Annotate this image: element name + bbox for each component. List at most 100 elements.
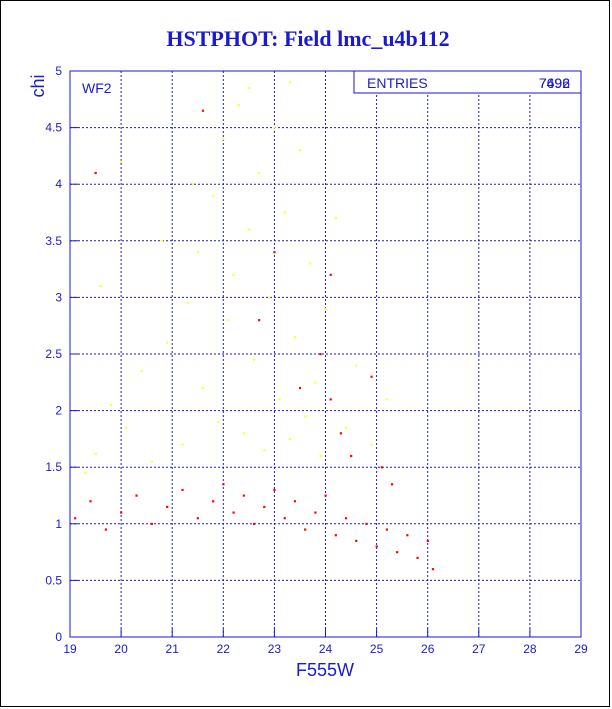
data-point-series-1 <box>217 420 220 424</box>
data-point-series-2 <box>232 511 235 514</box>
stats-box: ENTRIES 7492 7696 <box>353 70 582 94</box>
stats-entries-label: ENTRIES <box>367 75 428 91</box>
data-point-series-1 <box>304 415 307 418</box>
data-point-series-1 <box>232 273 235 276</box>
data-point-series-2 <box>258 319 261 322</box>
y-axis-label: chi <box>28 74 48 97</box>
data-point-series-2 <box>416 556 419 559</box>
data-point-series-1 <box>84 471 87 475</box>
data-point-series-1 <box>94 452 97 455</box>
data-point-series-2 <box>273 251 276 254</box>
x-tick-label: 28 <box>523 642 537 656</box>
data-point-series-2 <box>426 539 429 542</box>
data-point-series-2 <box>293 500 297 503</box>
data-point-series-2 <box>375 545 378 548</box>
data-point-series-2 <box>181 488 184 492</box>
data-point-series-2 <box>104 528 107 531</box>
data-point-series-2 <box>350 454 353 458</box>
data-point-series-2 <box>390 483 394 486</box>
data-point-series-1 <box>125 426 128 429</box>
panel-label: WF2 <box>82 80 112 96</box>
data-point-series-2 <box>283 517 286 520</box>
data-point-series-1 <box>212 194 215 197</box>
y-tick-label: 1 <box>55 517 62 531</box>
data-point-series-1 <box>334 217 337 220</box>
data-point-series-2 <box>324 494 327 497</box>
data-point-series-1 <box>268 296 271 299</box>
data-point-series-2 <box>380 466 383 469</box>
data-point-series-1 <box>186 302 189 305</box>
data-point-series-1 <box>160 239 164 242</box>
data-point-series-1 <box>370 443 373 446</box>
y-tick-label: 5 <box>55 64 62 78</box>
data-point-series-1 <box>355 364 358 367</box>
data-point-series-2 <box>344 517 348 520</box>
data-point-series-1 <box>222 137 225 141</box>
data-point-series-1 <box>227 319 230 322</box>
data-point-series-1 <box>109 403 113 407</box>
x-tick-label: 26 <box>421 642 435 656</box>
data-point-series-1 <box>273 126 276 129</box>
data-point-series-1 <box>166 341 169 344</box>
data-point-series-2 <box>201 109 205 112</box>
data-point-series-1 <box>140 369 143 373</box>
data-point-series-1 <box>344 426 348 429</box>
data-point-series-1 <box>150 460 153 463</box>
stats-box-border <box>353 70 582 94</box>
y-tick-label: 2.5 <box>45 347 62 361</box>
data-point-series-2 <box>298 386 302 390</box>
data-point-series-1 <box>324 307 327 310</box>
data-point-series-1 <box>278 398 281 401</box>
data-point-series-1 <box>283 211 286 214</box>
data-point-series-1 <box>237 103 240 107</box>
x-tick-label: 24 <box>319 642 333 656</box>
data-point-series-1 <box>247 86 251 90</box>
data-point-series-1 <box>319 454 322 458</box>
data-point-series-2 <box>120 511 123 514</box>
y-tick-label: 0.5 <box>45 573 62 587</box>
data-point-series-2 <box>314 511 317 514</box>
data-point-series-2 <box>365 522 368 525</box>
data-point-series-2 <box>319 353 322 356</box>
data-point-series-1 <box>120 160 123 163</box>
data-points <box>74 81 435 571</box>
data-point-series-1 <box>196 251 199 254</box>
data-point-series-1 <box>293 336 297 339</box>
data-point-series-2 <box>135 494 138 497</box>
data-point-series-2 <box>339 432 343 435</box>
data-point-series-2 <box>89 500 92 503</box>
data-point-series-2 <box>385 528 389 531</box>
stats-entries-value-1: 7492 <box>539 75 570 91</box>
data-point-series-1 <box>385 398 389 401</box>
grid-lines <box>70 71 581 637</box>
data-point-series-2 <box>334 534 337 537</box>
x-tick-label: 21 <box>166 642 180 656</box>
data-point-series-1 <box>242 432 245 435</box>
data-point-series-1 <box>298 149 302 152</box>
data-point-series-2 <box>242 494 245 497</box>
data-point-series-2 <box>94 171 97 175</box>
data-point-series-2 <box>263 505 266 509</box>
data-point-series-2 <box>166 505 169 509</box>
data-point-series-2 <box>150 522 153 525</box>
data-point-series-2 <box>370 375 373 378</box>
x-tick-label: 22 <box>217 642 231 656</box>
data-point-series-1 <box>181 443 184 446</box>
data-point-series-1 <box>288 437 291 441</box>
data-point-series-2 <box>212 500 215 503</box>
data-point-series-1 <box>288 81 291 84</box>
data-point-series-1 <box>263 449 266 452</box>
y-tick-label: 3 <box>55 290 62 304</box>
x-tick-label: 25 <box>370 642 384 656</box>
x-tick-label: 19 <box>63 642 77 656</box>
data-point-series-2 <box>196 517 199 520</box>
data-point-series-2 <box>431 568 435 571</box>
data-point-series-1 <box>247 228 251 231</box>
data-point-series-1 <box>252 358 256 361</box>
y-tick-label: 4.5 <box>45 121 62 135</box>
data-point-series-2 <box>406 534 409 537</box>
y-tick-label: 4 <box>55 177 62 191</box>
data-point-series-2 <box>329 398 332 401</box>
